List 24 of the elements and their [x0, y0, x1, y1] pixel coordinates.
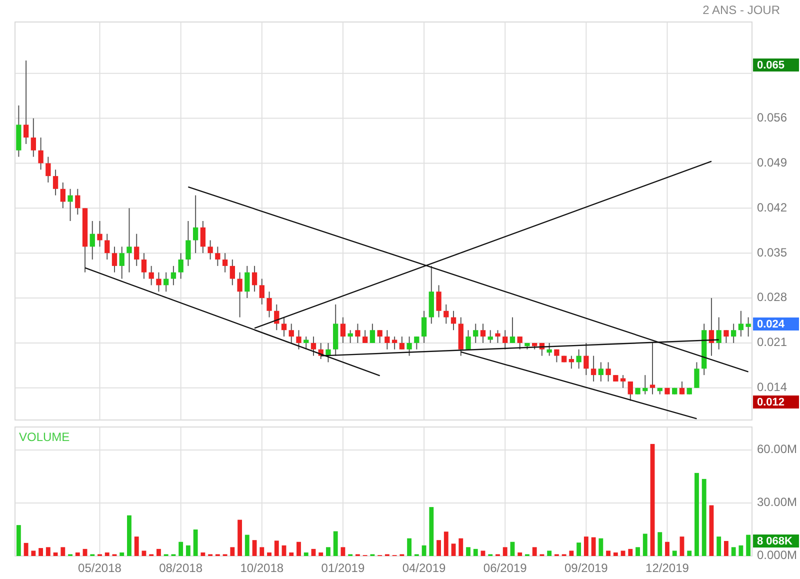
x-tick-label: 05/2018 [78, 561, 122, 575]
y-tick-label: 0.021 [757, 335, 788, 350]
chart-title: VOLUME [19, 430, 70, 444]
text: 0.012 [757, 396, 785, 408]
y-tick-label: 30.00M [757, 495, 798, 510]
text: 0.065 [757, 59, 785, 72]
chart-title: 2 ANS - JOUR [702, 3, 780, 17]
y-tick-label: 0.042 [757, 200, 788, 214]
x-tick-label: 04/2019 [402, 561, 446, 575]
x-tick-label: 12/2019 [646, 561, 690, 575]
y-tick-label: 0.056 [757, 110, 788, 124]
x-tick-label: 09/2019 [564, 561, 608, 575]
x-tick-label: 10/2018 [240, 561, 284, 575]
x-tick-label: 06/2019 [483, 561, 528, 575]
text: 0.024 [757, 318, 786, 330]
y-tick-label: 0.014 [757, 380, 788, 394]
y-tick-label: 0.049 [757, 155, 788, 170]
x-tick-label: 08/2018 [159, 561, 203, 575]
y-tick-label: 0.000M [757, 548, 798, 562]
x-tick-label: 01/2019 [321, 561, 365, 575]
y-tick-label: 0.028 [757, 290, 788, 304]
text: 8 068K [757, 535, 793, 548]
y-tick-label: 60.00M [757, 442, 798, 456]
y-tick-label: 0.035 [757, 245, 788, 260]
